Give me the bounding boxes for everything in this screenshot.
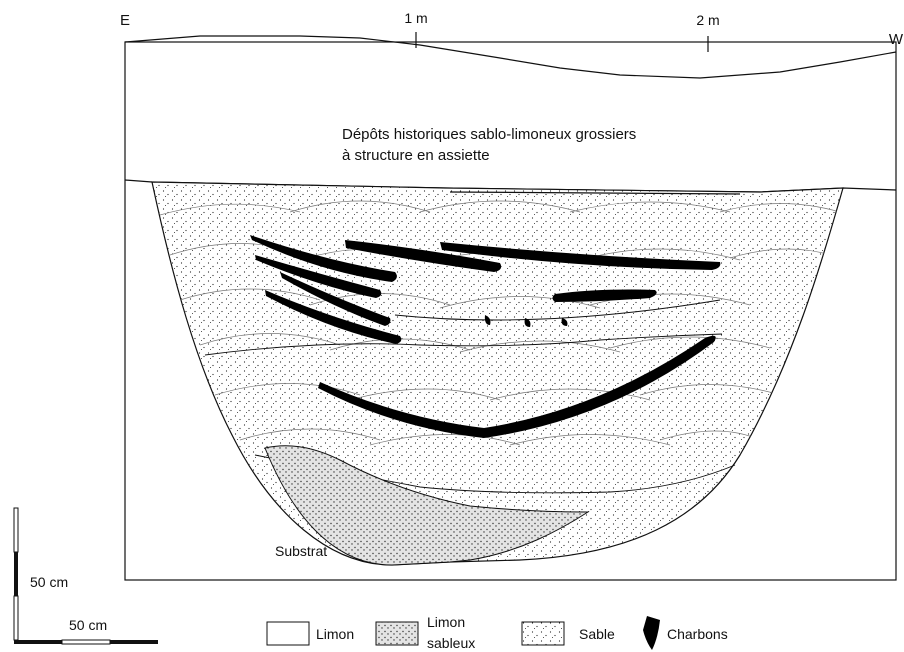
charcoal-fragment [561,318,568,326]
charcoal-lens [552,289,657,302]
west-label: W [889,31,904,48]
upper-layer-label-line1: Dépôts historiques sablo-limoneux grossi… [342,126,636,143]
charcoal-fragment [524,318,531,327]
legend: Limon Limon sableux Sable Charbons [266,614,728,651]
scale-bar: 50 cm 50 cm [13,507,158,645]
upper-layer-label-line2: à structure en assiette [342,147,490,164]
charcoal-lens [345,240,502,272]
inner-boundary-upper [394,299,721,321]
scale-horizontal-label: 50 cm [69,617,107,633]
legend-label-limon-sableux-line2: sableux [427,635,475,651]
charcoal-lens [250,235,397,282]
substrate-silty-sand [264,445,590,566]
legend-label-sable: Sable [579,626,615,642]
charcoal-lens [440,242,721,270]
scale-vertical-label: 50 cm [30,574,68,590]
legend-charcoal-icon [643,616,660,650]
legend-swatch-sable [521,621,565,646]
legend-label-charbons: Charbons [667,626,728,642]
ground-surface-line [124,35,897,79]
inner-boundary-middle [204,333,723,356]
legend-label-limon-sableux-line1: Limon [427,614,465,630]
section-frame [124,41,897,581]
mark-2m-label: 2 m [696,12,719,28]
charcoal-lens [255,255,382,298]
substrate-label: Substrat [275,543,327,559]
legend-swatch-limon-sableux [375,621,419,646]
top-lens-line [449,191,741,195]
charcoal-lenses [250,235,721,438]
legend-swatch-limon [266,621,310,646]
legend-label-limon: Limon [316,626,354,642]
mark-1m-label: 1 m [404,10,427,26]
charcoal-lens [318,335,716,438]
charcoal-lens [265,290,402,344]
charcoal-fragment [484,315,491,325]
east-label: E [120,12,130,29]
charcoal-lens [280,272,391,326]
